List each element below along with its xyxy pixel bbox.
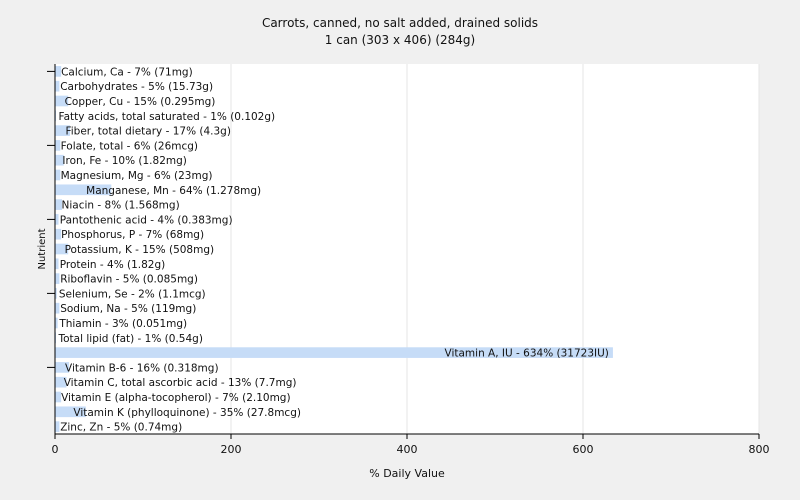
bar-label: Thiamin - 3% (0.051mg) bbox=[58, 318, 187, 330]
x-tick-label: 600 bbox=[573, 443, 594, 456]
bar-label: Pantothenic acid - 4% (0.383mg) bbox=[60, 214, 233, 226]
y-axis-label: Nutrient bbox=[37, 228, 48, 269]
bar bbox=[55, 258, 59, 270]
bar bbox=[55, 243, 69, 255]
bar bbox=[55, 273, 60, 284]
bar-label: Manganese, Mn - 64% (1.278mg) bbox=[86, 185, 261, 197]
x-tick-label: 0 bbox=[52, 443, 59, 456]
bar bbox=[55, 140, 61, 151]
bar bbox=[55, 317, 58, 329]
bar bbox=[55, 199, 63, 210]
bar bbox=[55, 154, 64, 166]
bar-label: Vitamin B-6 - 16% (0.318mg) bbox=[65, 362, 219, 374]
chart-subtitle: 1 can (303 x 406) (284g) bbox=[325, 33, 475, 47]
bar-label: Potassium, K - 15% (508mg) bbox=[65, 244, 215, 256]
bar bbox=[55, 125, 70, 136]
bar bbox=[55, 169, 61, 181]
bar-label: Vitamin A, IU - 634% (31723IU) bbox=[445, 348, 609, 360]
bar-label: Vitamin K (phylloquinone) - 35% (27.8mcg… bbox=[73, 407, 301, 419]
x-tick-label: 800 bbox=[749, 443, 770, 456]
bar bbox=[55, 95, 69, 107]
x-tick-label: 200 bbox=[221, 443, 242, 456]
bar-label: Total lipid (fat) - 1% (0.54g) bbox=[58, 333, 203, 345]
bar-label: Zinc, Zn - 5% (0.74mg) bbox=[60, 422, 182, 434]
bar bbox=[55, 228, 62, 240]
bar bbox=[55, 421, 60, 432]
bar-label: Copper, Cu - 15% (0.295mg) bbox=[65, 96, 216, 108]
bar bbox=[55, 80, 60, 92]
bar bbox=[55, 406, 86, 418]
chart-title: Carrots, canned, no salt added, drained … bbox=[262, 16, 538, 30]
bar bbox=[55, 347, 613, 358]
x-tick-label: 400 bbox=[397, 443, 418, 456]
bar-label: Folate, total - 6% (26mcg) bbox=[61, 140, 198, 152]
bar-label: Vitamin C, total ascorbic acid - 13% (7.… bbox=[64, 377, 297, 389]
bar-label: Iron, Fe - 10% (1.82mg) bbox=[62, 155, 186, 167]
grid-lines bbox=[230, 64, 760, 434]
x-axis-label: % Daily Value bbox=[369, 467, 445, 480]
bar bbox=[55, 288, 57, 299]
bar-label: Phosphorus, P - 7% (68mg) bbox=[61, 229, 204, 241]
bar-label: Selenium, Se - 2% (1.1mcg) bbox=[59, 288, 206, 300]
bar bbox=[55, 391, 62, 403]
bar bbox=[55, 184, 112, 196]
axes: 0 200 400 600 800 bbox=[47, 64, 770, 456]
bar bbox=[55, 362, 70, 373]
bar bbox=[55, 376, 67, 388]
bar-labels: Calcium, Ca - 7% (71mg) Carbohydrates - 5… bbox=[58, 66, 609, 433]
bar-label: Fiber, total dietary - 17% (4.3g) bbox=[65, 126, 230, 138]
bar bbox=[55, 302, 60, 314]
bar bbox=[55, 66, 62, 77]
bar-label: Vitamin E (alpha-tocopherol) - 7% (2.10m… bbox=[61, 392, 291, 404]
bar-label: Carbohydrates - 5% (15.73g) bbox=[60, 81, 213, 93]
bar-label: Fatty acids, total saturated - 1% (0.102… bbox=[59, 111, 276, 123]
bar-label: Calcium, Ca - 7% (71mg) bbox=[61, 66, 193, 78]
bar-label: Niacin - 8% (1.568mg) bbox=[62, 200, 180, 212]
bar-label: Sodium, Na - 5% (119mg) bbox=[60, 303, 196, 315]
bar-label: Magnesium, Mg - 6% (23mg) bbox=[61, 170, 213, 182]
bar-label: Riboflavin - 5% (0.085mg) bbox=[60, 274, 198, 286]
bar-label: Protein - 4% (1.82g) bbox=[60, 259, 166, 271]
bar bbox=[55, 214, 59, 225]
